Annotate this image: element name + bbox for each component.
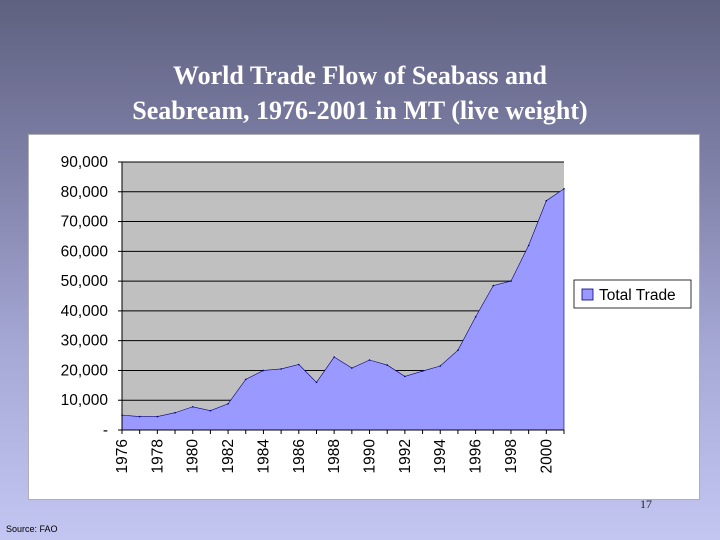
y-tick-label: 60,000	[61, 243, 109, 260]
data-point	[527, 244, 530, 247]
x-tick-label: 1982	[220, 439, 237, 473]
y-tick-label: 30,000	[61, 333, 109, 350]
x-tick-label: 1976	[114, 439, 131, 473]
page-number: 17	[640, 497, 652, 511]
legend-label: Total Trade	[599, 287, 676, 304]
y-tick-label: 40,000	[61, 303, 109, 320]
slide-title-line-1: World Trade Flow of Seabass and	[173, 61, 547, 90]
data-point	[563, 188, 565, 190]
x-tick-label: 1984	[255, 439, 272, 474]
data-point	[315, 381, 318, 384]
data-point	[510, 280, 512, 282]
data-point	[492, 284, 495, 287]
data-point	[457, 349, 459, 351]
data-point	[156, 415, 159, 418]
y-tick-label: 70,000	[61, 214, 109, 231]
data-point	[244, 378, 247, 381]
x-tick-label: 1992	[397, 439, 414, 473]
data-point	[351, 367, 353, 369]
slide-title-line-2: Seabream, 1976-2001 in MT (live weight)	[132, 96, 588, 125]
data-point	[368, 359, 371, 361]
y-tick-label: -	[103, 422, 108, 439]
data-point	[174, 411, 176, 414]
chart-panel: - 10,000 20,000 30,000 40,000 50,000 60,000 70,…	[28, 134, 700, 500]
data-point	[227, 402, 229, 405]
x-tick-label: 1990	[362, 439, 379, 474]
x-tick-label: 1978	[149, 439, 166, 473]
trade-area-chart: - 10,000 20,000 30,000 40,000 50,000 60,000 70,…	[61, 154, 692, 474]
data-point	[191, 405, 194, 408]
x-tick-label: 1994	[432, 439, 449, 474]
data-point	[280, 368, 282, 370]
data-point	[439, 365, 442, 367]
data-point	[421, 370, 424, 372]
x-tick-label: 1988	[326, 439, 343, 473]
x-tick-label: 1986	[291, 439, 308, 473]
x-tick-label: 2000	[538, 439, 555, 474]
slide-title: World Trade Flow of Seabass and Seabream…	[0, 58, 720, 128]
y-tick-label: 80,000	[61, 184, 109, 201]
data-point	[404, 375, 406, 378]
data-point	[298, 363, 300, 366]
x-tick-label: 1980	[185, 439, 202, 474]
y-tick-label: 90,000	[61, 154, 109, 171]
x-tick-label: 1996	[468, 439, 485, 473]
data-point	[386, 364, 389, 366]
data-point	[138, 415, 141, 418]
source-note: Source: FAO	[6, 524, 58, 534]
legend-swatch	[581, 288, 594, 301]
data-point	[262, 369, 265, 372]
legend-box	[573, 279, 692, 309]
x-tick-label: 1998	[503, 439, 520, 473]
y-tick-label: 20,000	[61, 362, 109, 379]
data-point	[209, 409, 212, 412]
y-tick-label: 10,000	[61, 392, 109, 409]
data-point	[545, 199, 548, 202]
data-point	[474, 316, 477, 318]
data-point	[333, 356, 335, 358]
y-tick-label: 50,000	[61, 273, 109, 290]
